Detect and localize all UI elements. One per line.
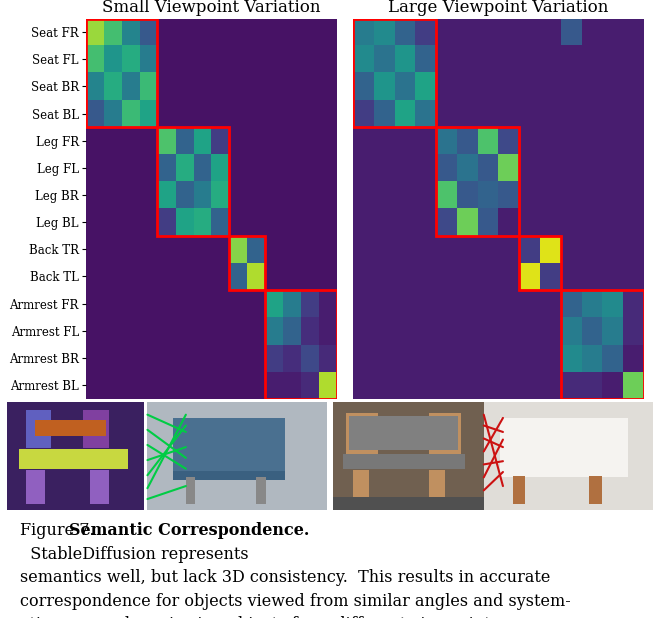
Bar [333, 497, 484, 510]
Bar [26, 470, 45, 504]
Bar [147, 402, 327, 510]
Bar [500, 418, 628, 478]
Bar [173, 418, 285, 478]
Bar [90, 470, 109, 504]
Text: Semantic Correspondence.: Semantic Correspondence. [69, 522, 309, 540]
Title: Large Viewpoint Variation: Large Viewpoint Variation [388, 0, 609, 15]
Bar [519, 235, 560, 290]
Bar [36, 420, 106, 436]
Bar [26, 410, 51, 448]
Bar [436, 127, 519, 235]
Bar [589, 476, 602, 504]
Bar [229, 235, 265, 290]
Bar [353, 19, 436, 127]
Bar [173, 471, 285, 480]
Bar [429, 470, 446, 504]
Bar [429, 413, 461, 456]
Bar [484, 402, 653, 510]
Text: StableDiffusion represents
semantics well, but lack 3D consistency.  This result: StableDiffusion represents semantics wel… [20, 546, 570, 618]
Title: Small Viewpoint Variation: Small Viewpoint Variation [102, 0, 321, 15]
Bar [346, 413, 378, 456]
Bar [349, 416, 458, 451]
Bar [343, 454, 465, 468]
Bar [256, 477, 266, 504]
Bar [7, 402, 145, 510]
Bar [265, 290, 337, 399]
Text: Figure 7.: Figure 7. [20, 522, 100, 540]
Bar [186, 477, 195, 504]
Bar [83, 410, 109, 448]
Bar [333, 402, 484, 510]
Bar [19, 449, 128, 468]
Bar [560, 290, 644, 399]
Bar [352, 470, 368, 504]
Bar [513, 476, 525, 504]
Bar [86, 19, 158, 127]
Bar [158, 127, 229, 235]
